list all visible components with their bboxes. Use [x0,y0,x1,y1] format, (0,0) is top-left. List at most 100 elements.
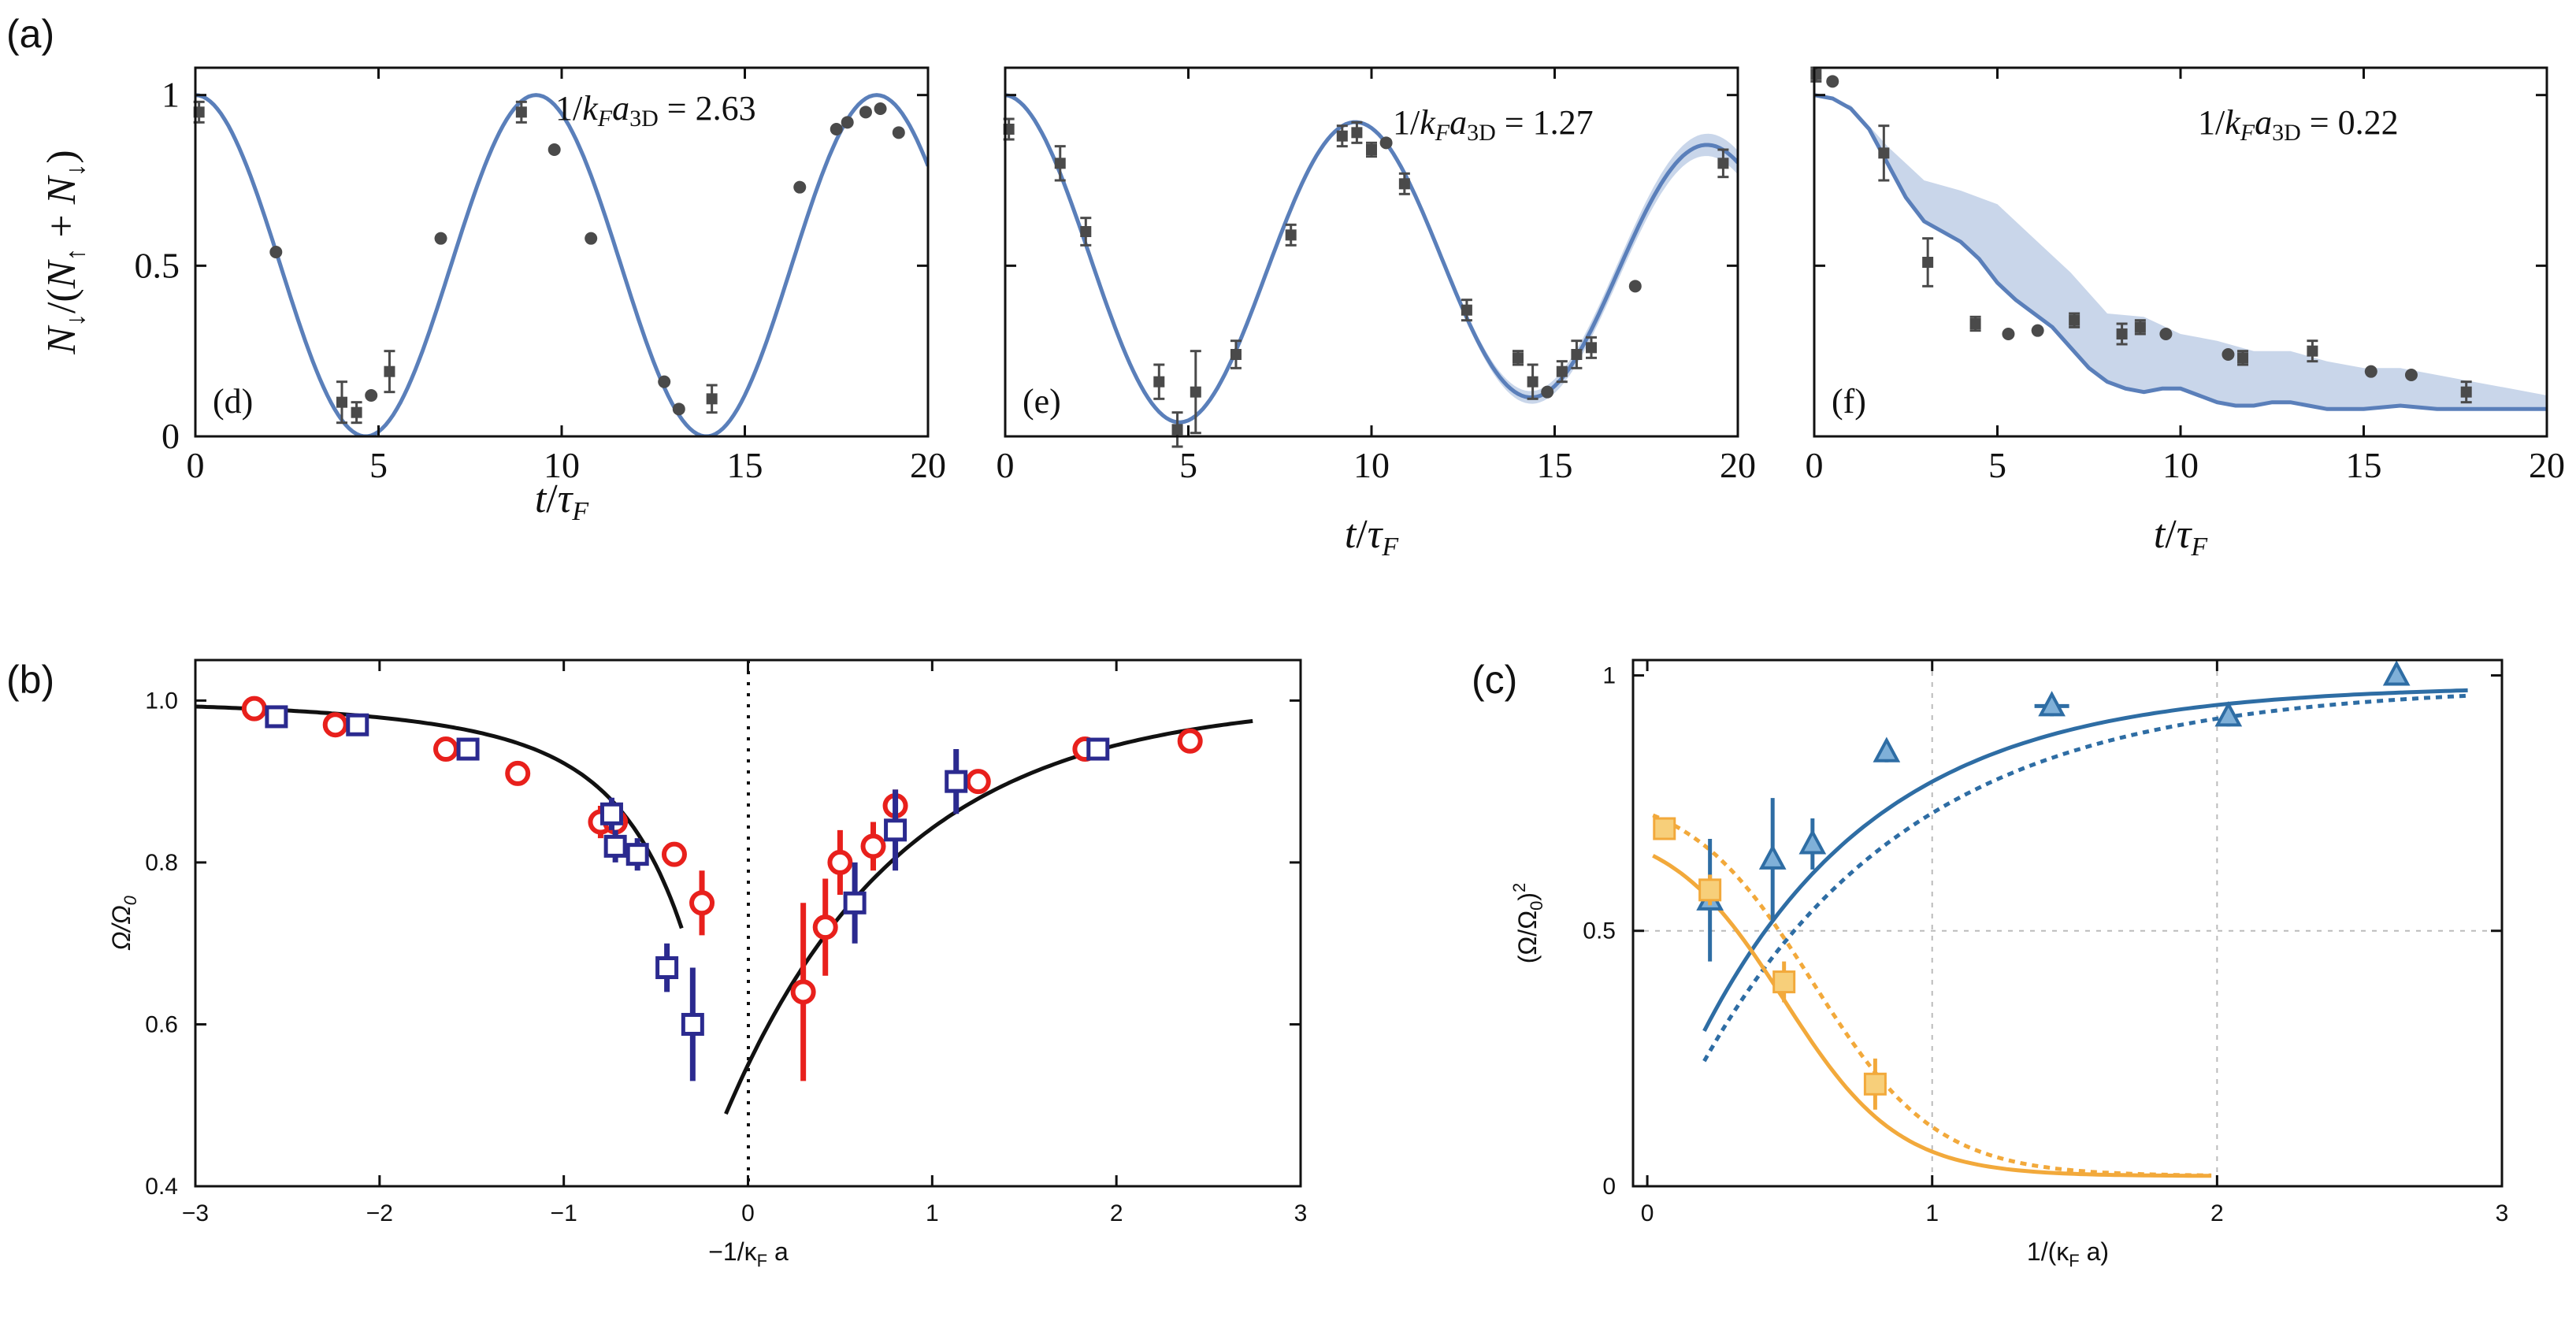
panel-c-xlabel: 1/(κF a) [2027,1237,2109,1271]
blue-square-point [265,705,288,729]
panel-b-frame [194,658,1302,1188]
red-circle-point [661,841,687,867]
blue-square-point [843,862,867,944]
data-point [1628,280,1642,293]
blue-square-point [625,838,649,871]
data-point [892,126,905,139]
ytick-label: 0.4 [145,1174,178,1200]
panel-d: 0 5 10 15 20 0 0.5 1 1/kFa3D = 2.63 (d) t/τF [135,66,946,526]
blue-triangle-point [1798,818,1827,870]
ytick-label: 0 [161,416,180,456]
data-point [859,106,872,119]
blue-triangle-point [2214,701,2243,727]
data-point [1826,75,1839,88]
xtick-label: 3 [2496,1200,2509,1226]
xtick-label: −1 [551,1200,577,1226]
xtick-label: 5 [369,445,388,485]
data-point [1969,315,1981,332]
red-circle-point [689,870,715,936]
data-point [793,180,807,194]
red-circle-point [790,903,816,1081]
ytick-label: 1 [1602,662,1616,688]
data-point [1351,121,1363,144]
panel-label-b: (b) [6,658,54,702]
panel-c-ylabel: (Ω/Ω0)2 [1509,883,1546,964]
blue-square-point [346,713,369,736]
xtick-label: 15 [2346,445,2382,485]
xtick-label: 10 [1353,445,1390,485]
theory-curve [195,93,928,436]
data-point [1398,172,1410,195]
data-point [1586,336,1597,359]
data-point [706,384,718,414]
data-point [1878,124,1890,182]
fit-curve-right [724,718,1253,1115]
blue-triangle-point [2034,691,2069,717]
xtick-label: 1 [1925,1200,1939,1226]
data-point [1810,66,1822,83]
red-circle-point [812,878,838,976]
blue-square-point [599,797,623,830]
xtick-label: 2 [1110,1200,1123,1226]
xtick-label: 0 [1806,445,1824,485]
blue-square-point [945,749,968,814]
ytick-label: 1 [161,75,180,115]
red-circle-point [860,822,886,871]
data-point [2002,328,2015,340]
data-point [365,389,378,402]
yellow-square-point [1653,817,1676,840]
xtick-label: 0 [187,445,205,485]
data-point [2404,369,2418,381]
xtick-label: 20 [910,445,946,485]
panel-e-xlabel: t/τF [1345,512,1400,562]
xtick-label: −2 [366,1200,393,1226]
data-point [1513,350,1524,366]
data-point [2460,380,2472,404]
yellow-square-point [1863,1058,1887,1110]
panel-f-xlabel: t/τF [2154,512,2209,562]
panel-d-sublabel: (d) [213,382,253,421]
data-point [336,380,347,425]
data-point [585,232,598,245]
data-point [2222,348,2235,361]
data-point [1054,145,1066,182]
data-point [434,232,447,245]
blue-triangle-point [1758,798,1787,921]
data-point [874,102,887,115]
data-point [2116,322,2128,346]
panel-e: 0 5 10 15 20 1/kFa3D = 1.27 (e) t/τF [997,66,1756,562]
panel-f-sublabel: (f) [1832,382,1866,421]
panel-d-xlabel: t/τF [535,477,590,526]
xtick-label: −3 [182,1200,209,1226]
xtick-label: 2 [2210,1200,2224,1226]
data-point [1922,237,1934,288]
data-point [658,375,671,388]
data-point [1153,363,1165,400]
yellow-square-point [1772,961,1796,1003]
data-point [515,100,527,124]
data-point [1190,350,1201,435]
blue-square-point [681,967,704,1081]
data-point [1080,217,1092,247]
data-point [1336,124,1348,148]
data-point [1541,385,1554,399]
xtick-label: 0 [997,445,1015,485]
red-circle-point [505,760,531,786]
xtick-label: 15 [1537,445,1573,485]
panel-f: 0 5 10 15 20 1/kFa3D = 0.22 (f) t/τF [1806,66,2565,562]
ytick-label: 0.8 [145,850,178,876]
ytick-label: 0.5 [1583,918,1616,944]
panel-label-a: (a) [6,12,54,56]
xtick-label: 20 [2529,445,2565,485]
panel-e-frame [1004,66,1739,438]
yellow-dashed-curve [1652,813,2212,1178]
blue-square-point [1086,737,1110,761]
xtick-label: 1 [926,1200,939,1226]
data-point [2159,328,2173,340]
yellow-square-point [1698,874,1722,906]
red-circle-point [433,736,459,762]
theory-curve [1814,93,2547,411]
red-circle-point [965,769,991,795]
data-point [1171,411,1183,448]
